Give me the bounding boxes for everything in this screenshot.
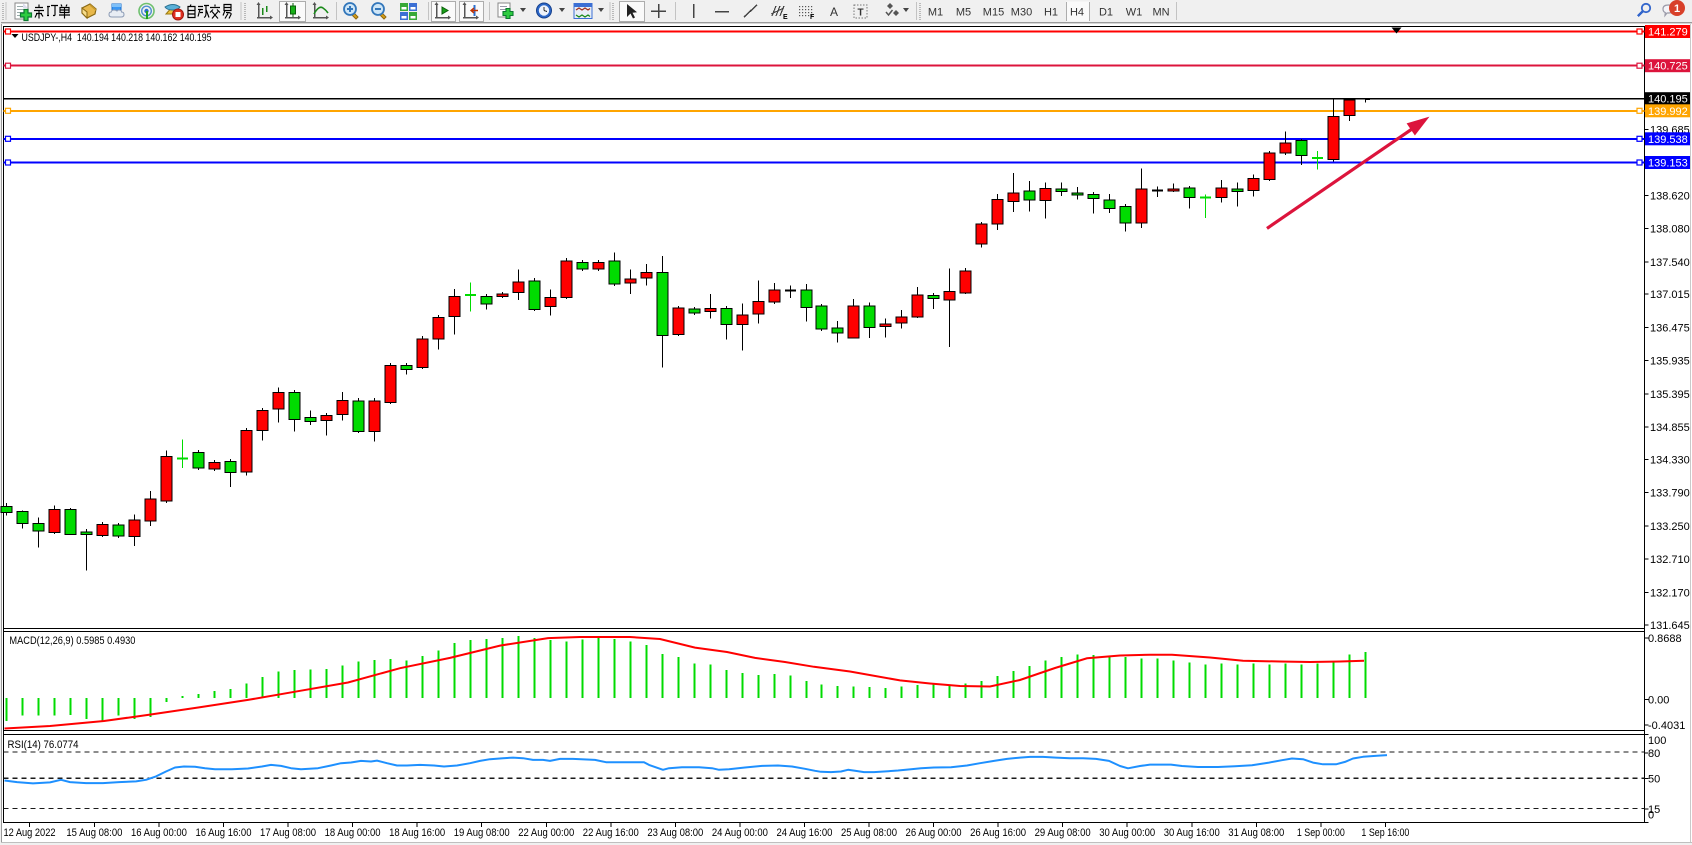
svg-text:12 Aug 2022: 12 Aug 2022 [4, 827, 56, 839]
svg-text:26 Aug 16:00: 26 Aug 16:00 [970, 827, 1026, 839]
svg-text:134.855: 134.855 [1650, 422, 1690, 434]
svg-text:140.725: 140.725 [1648, 61, 1688, 73]
svg-text:22 Aug 16:00: 22 Aug 16:00 [583, 827, 639, 839]
svg-text:0: 0 [1648, 810, 1654, 822]
svg-text:19 Aug 08:00: 19 Aug 08:00 [454, 827, 510, 839]
svg-text:1 Sep 00:00: 1 Sep 00:00 [1297, 827, 1345, 839]
svg-text:M15: M15 [983, 7, 1004, 19]
svg-text:E: E [783, 14, 788, 21]
svg-text:USDJPY-,H4 140.194 140.218 14: USDJPY-,H4 140.194 140.218 140.162 140.1… [22, 32, 212, 44]
svg-text:16 Aug 16:00: 16 Aug 16:00 [196, 827, 252, 839]
svg-text:F: F [810, 14, 815, 21]
svg-text:23 Aug 08:00: 23 Aug 08:00 [647, 827, 703, 839]
svg-text:22 Aug 00:00: 22 Aug 00:00 [518, 827, 574, 839]
svg-text:-0.4031: -0.4031 [1648, 720, 1685, 732]
svg-text:134.330: 134.330 [1650, 455, 1690, 467]
svg-text:135.395: 135.395 [1650, 389, 1690, 401]
svg-text:18 Aug 16:00: 18 Aug 16:00 [389, 827, 445, 839]
svg-text:137.015: 137.015 [1650, 289, 1690, 301]
svg-text:139.538: 139.538 [1648, 134, 1688, 146]
svg-text:17 Aug 08:00: 17 Aug 08:00 [260, 827, 316, 839]
svg-text:29 Aug 08:00: 29 Aug 08:00 [1035, 827, 1091, 839]
svg-text:0.8688: 0.8688 [1648, 633, 1682, 645]
svg-text:T: T [858, 8, 864, 19]
svg-text:15: 15 [1648, 804, 1660, 816]
svg-text:136.475: 136.475 [1650, 322, 1690, 334]
svg-text:H4: H4 [1070, 7, 1084, 19]
svg-text:132.710: 132.710 [1650, 554, 1690, 566]
svg-text:24 Aug 16:00: 24 Aug 16:00 [776, 827, 832, 839]
svg-text:80: 80 [1648, 748, 1660, 760]
svg-text:M30: M30 [1011, 7, 1032, 19]
svg-text:133.250: 133.250 [1650, 521, 1690, 533]
svg-text:131.645: 131.645 [1650, 620, 1690, 632]
svg-text:135.935: 135.935 [1650, 356, 1690, 368]
svg-text:30 Aug 16:00: 30 Aug 16:00 [1164, 827, 1220, 839]
svg-text:140.195: 140.195 [1648, 94, 1688, 106]
svg-text:30 Aug 00:00: 30 Aug 00:00 [1099, 827, 1155, 839]
svg-text:16 Aug 00:00: 16 Aug 00:00 [131, 827, 187, 839]
svg-text:18 Aug 00:00: 18 Aug 00:00 [325, 827, 381, 839]
svg-text:31 Aug 08:00: 31 Aug 08:00 [1228, 827, 1284, 839]
svg-text:MN: MN [1152, 7, 1169, 19]
svg-text:138.080: 138.080 [1650, 224, 1690, 236]
svg-text:50: 50 [1648, 773, 1660, 785]
svg-text:M5: M5 [956, 7, 971, 19]
svg-text:H1: H1 [1044, 7, 1058, 19]
svg-text:137.540: 137.540 [1650, 257, 1690, 269]
svg-text:M1: M1 [928, 7, 943, 19]
svg-text:100: 100 [1648, 735, 1666, 747]
svg-text:15 Aug 08:00: 15 Aug 08:00 [66, 827, 122, 839]
svg-text:W1: W1 [1126, 7, 1143, 19]
svg-text:133.790: 133.790 [1650, 488, 1690, 500]
svg-text:0.00: 0.00 [1648, 695, 1669, 707]
svg-text:139.992: 139.992 [1648, 106, 1688, 118]
svg-text:1 Sep 16:00: 1 Sep 16:00 [1361, 827, 1409, 839]
svg-text:MACD(12,26,9) 0.5985 0.4930: MACD(12,26,9) 0.5985 0.4930 [9, 635, 135, 647]
svg-text:138.620: 138.620 [1650, 190, 1690, 202]
svg-text:132.170: 132.170 [1650, 588, 1690, 600]
svg-text:24 Aug 00:00: 24 Aug 00:00 [712, 827, 768, 839]
svg-text:A: A [830, 5, 838, 19]
svg-text:1: 1 [1674, 3, 1680, 15]
svg-text:RSI(14) 76.0774: RSI(14) 76.0774 [8, 739, 79, 751]
svg-text:25 Aug 08:00: 25 Aug 08:00 [841, 827, 897, 839]
svg-text:139.153: 139.153 [1648, 158, 1688, 170]
svg-text:26 Aug 00:00: 26 Aug 00:00 [906, 827, 962, 839]
svg-text:141.279: 141.279 [1648, 27, 1688, 39]
svg-text:D1: D1 [1099, 7, 1113, 19]
